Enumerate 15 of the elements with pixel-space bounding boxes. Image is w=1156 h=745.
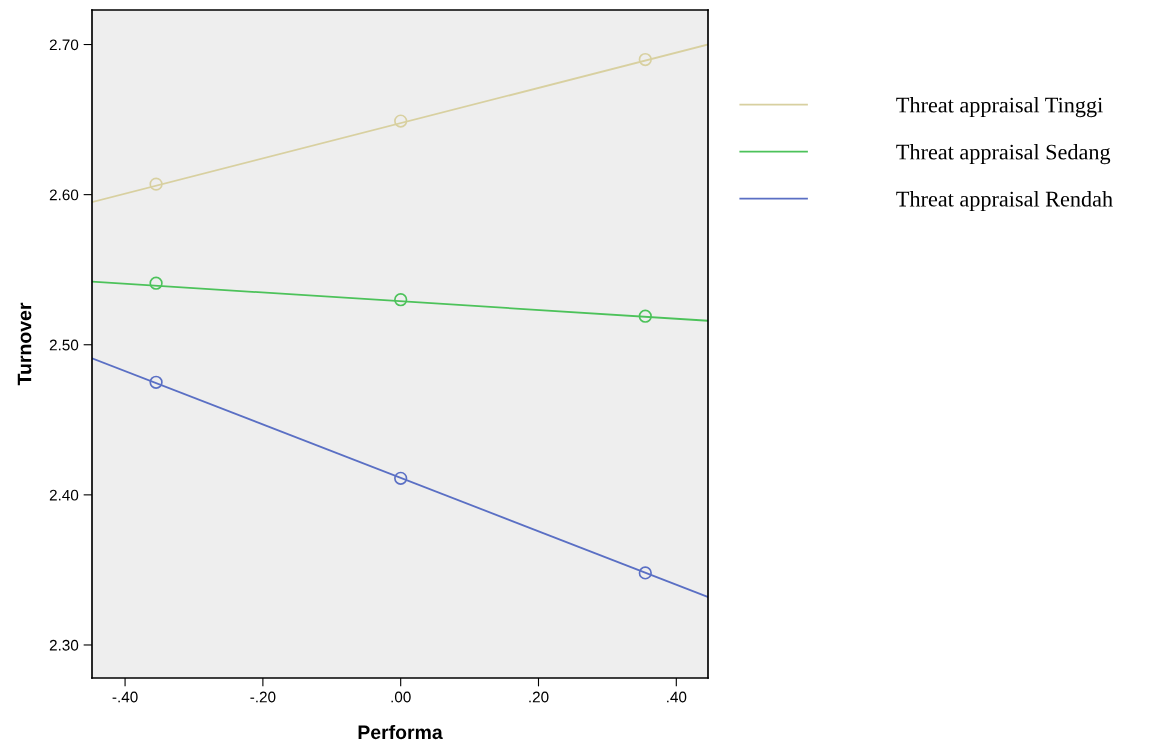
x-axis-title: Performa	[358, 724, 443, 740]
text: Threat appraisal Tinggi	[896, 96, 1103, 118]
x-tick-label: -.20	[250, 691, 276, 703]
x-tick-label: -.40	[112, 691, 138, 703]
x-tick-label: .00	[391, 691, 411, 703]
text: Threat appraisal Sedang	[896, 143, 1111, 165]
text: Threat appraisal Rendah	[896, 190, 1113, 212]
y-tick-label: 2.70	[49, 39, 79, 51]
y-tick-label: 2.50	[49, 339, 79, 351]
x-tick-label: .20	[529, 691, 549, 703]
y-tick-label: 2.60	[49, 189, 79, 201]
x-tick-label: .40	[667, 691, 687, 703]
y-tick-label: 2.30	[49, 639, 79, 651]
y-axis-title: Turnover	[17, 302, 32, 386]
y-tick-label: 2.40	[49, 489, 79, 501]
